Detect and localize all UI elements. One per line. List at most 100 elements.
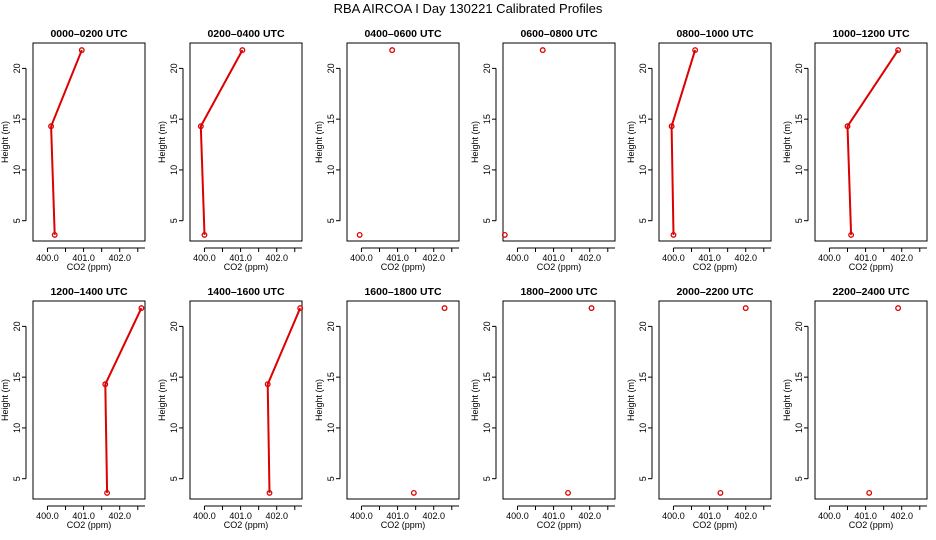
data-point <box>266 489 273 496</box>
y-tick-label: 10 <box>326 165 336 175</box>
y-tick-label: 5 <box>638 476 648 481</box>
y-tick-label: 5 <box>12 476 22 481</box>
y-tick-label: 20 <box>326 63 336 73</box>
x-axis-label: CO2 (ppm) <box>849 262 894 272</box>
profile-line <box>846 49 899 235</box>
panel-title: 2200–2400 UTC <box>832 286 909 298</box>
x-tick-label: 401.0 <box>72 253 95 263</box>
y-axis-label: Height (m) <box>157 121 167 163</box>
y-tick-label: 20 <box>12 63 22 73</box>
y-tick-label: 20 <box>482 63 492 73</box>
y-axis-label: Height (m) <box>470 379 480 421</box>
x-tick-label: 400.0 <box>818 511 841 521</box>
profile-line <box>199 49 244 235</box>
y-tick-label: 15 <box>326 372 336 382</box>
data-point <box>588 305 595 312</box>
x-tick-label: 400.0 <box>193 511 216 521</box>
x-tick-label: 401.0 <box>542 511 565 521</box>
y-tick-label: 5 <box>169 476 179 481</box>
y-axis-label: Height (m) <box>157 379 167 421</box>
x-tick-label: 402.0 <box>578 253 601 263</box>
y-tick-label: 10 <box>638 423 648 433</box>
data-point <box>848 231 855 238</box>
x-tick-label: 401.0 <box>698 253 721 263</box>
data-point <box>844 123 851 130</box>
y-tick-label: 20 <box>169 321 179 331</box>
data-point <box>692 47 699 54</box>
x-tick-label: 402.0 <box>265 511 288 521</box>
profile-line <box>266 307 302 493</box>
x-tick-label: 400.0 <box>506 511 529 521</box>
y-tick-label: 20 <box>794 321 804 331</box>
y-tick-label: 20 <box>326 321 336 331</box>
y-tick-label: 10 <box>794 165 804 175</box>
x-tick-label: 400.0 <box>36 253 59 263</box>
x-axis-label: CO2 (ppm) <box>224 520 269 530</box>
panel-title: 1000–1200 UTC <box>832 28 909 40</box>
data-point <box>565 489 571 496</box>
y-tick-label: 15 <box>169 114 179 124</box>
x-axis-label: CO2 (ppm) <box>693 262 738 272</box>
data-point <box>297 305 304 312</box>
x-tick-label: 401.0 <box>542 253 565 263</box>
y-tick-label: 10 <box>794 423 804 433</box>
plot-frame <box>814 42 928 242</box>
profile-line <box>670 49 697 235</box>
x-axis-label: CO2 (ppm) <box>849 520 894 530</box>
y-tick-label: 10 <box>482 165 492 175</box>
profile-line <box>104 307 143 493</box>
data-point <box>51 231 58 238</box>
y-tick-label: 20 <box>12 321 22 331</box>
x-tick-label: 401.0 <box>72 511 95 521</box>
figure-title: RBA AIRCOA I Day 130221 Calibrated Profi… <box>334 1 603 16</box>
data-point <box>501 231 508 238</box>
y-tick-label: 15 <box>794 372 804 382</box>
plot-frame <box>346 300 460 500</box>
y-tick-label: 5 <box>638 218 648 223</box>
panel-title: 1800–2000 UTC <box>520 286 597 298</box>
y-tick-label: 5 <box>169 218 179 223</box>
y-tick-label: 20 <box>638 321 648 331</box>
plot-frame <box>32 42 146 242</box>
panel-title: 0200–0400 UTC <box>207 28 284 40</box>
x-tick-label: 402.0 <box>734 253 757 263</box>
data-point <box>389 47 396 54</box>
x-axis-label: CO2 (ppm) <box>381 262 426 272</box>
y-tick-label: 15 <box>482 372 492 382</box>
y-tick-label: 5 <box>482 476 492 481</box>
x-axis-label: CO2 (ppm) <box>381 520 426 530</box>
y-axis-label: Height (m) <box>314 121 324 163</box>
panel-title: 1400–1600 UTC <box>207 286 284 298</box>
plot-frame <box>658 42 772 242</box>
x-tick-label: 400.0 <box>662 253 685 263</box>
plot-frame <box>346 42 460 242</box>
y-tick-label: 15 <box>482 114 492 124</box>
x-axis-label: CO2 (ppm) <box>67 520 112 530</box>
x-axis-label: CO2 (ppm) <box>67 262 112 272</box>
x-tick-label: 401.0 <box>698 511 721 521</box>
panel-title: 1600–1800 UTC <box>364 286 441 298</box>
y-axis-label: Height (m) <box>0 379 10 421</box>
data-point <box>48 123 55 130</box>
y-tick-label: 10 <box>169 423 179 433</box>
y-tick-label: 15 <box>638 114 648 124</box>
y-tick-label: 20 <box>794 63 804 73</box>
x-tick-label: 401.0 <box>229 253 252 263</box>
y-tick-label: 5 <box>794 218 804 223</box>
y-axis-label: Height (m) <box>626 121 636 163</box>
x-tick-label: 400.0 <box>350 511 373 521</box>
data-point <box>668 123 675 130</box>
y-axis-label: Height (m) <box>782 121 792 163</box>
plot-frame <box>658 300 772 500</box>
y-tick-label: 10 <box>169 165 179 175</box>
